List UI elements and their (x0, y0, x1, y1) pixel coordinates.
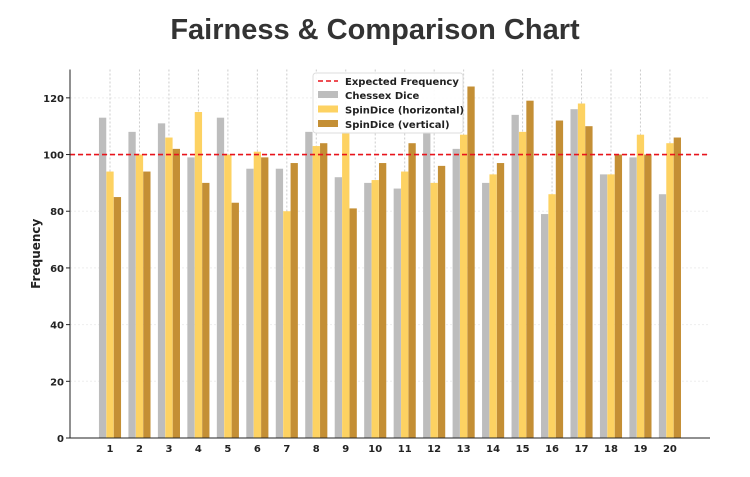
x-tick-label: 2 (136, 444, 143, 455)
bar-chessex-dice-10 (364, 182, 372, 438)
bar-chessex-dice-8 (305, 131, 313, 438)
x-tick-label: 8 (313, 444, 320, 455)
bar-spindice-vertical--18 (614, 154, 623, 439)
bar-spindice-vertical--7 (290, 163, 298, 439)
bar-spindice-vertical--12 (437, 165, 446, 438)
bar-chessex-dice-12 (423, 131, 431, 438)
bar-spindice-vertical--8 (320, 143, 328, 438)
bar-spindice-horizontal--8 (312, 146, 320, 439)
bar-chessex-dice-20 (658, 194, 667, 438)
bar-spindice-horizontal--4 (194, 112, 203, 439)
x-tick-label: 19 (633, 444, 647, 455)
bar-spindice-horizontal--12 (430, 182, 438, 438)
bar-chessex-dice-18 (599, 174, 608, 438)
legend-swatch (318, 120, 338, 127)
bar-spindice-vertical--6 (261, 157, 269, 438)
x-tick-label: 12 (427, 444, 441, 455)
bar-spindice-vertical--16 (555, 120, 564, 439)
x-tick-label: 1 (107, 444, 114, 455)
x-tick-label: 18 (604, 444, 618, 455)
bar-spindice-vertical--5 (231, 202, 239, 438)
x-tick-label: 11 (398, 444, 412, 455)
legend-box (312, 72, 464, 134)
bar-spindice-vertical--14 (496, 163, 505, 439)
bar-spindice-horizontal--18 (607, 174, 615, 438)
x-tick-label: 5 (224, 444, 231, 455)
bar-chessex-dice-7 (275, 168, 284, 438)
legend-label: Chessex Dice (345, 91, 420, 102)
bar-spindice-horizontal--13 (459, 134, 468, 438)
bar-chessex-dice-14 (482, 182, 490, 438)
bar-spindice-horizontal--1 (106, 171, 114, 439)
bar-spindice-horizontal--6 (253, 151, 261, 438)
legend-swatch (318, 105, 338, 113)
bar-spindice-horizontal--16 (548, 194, 556, 438)
bar-chessex-dice-9 (334, 177, 343, 438)
legend-label: Expected Frequency (345, 77, 459, 88)
x-tick-label: 16 (545, 444, 559, 455)
bar-chessex-dice-2 (128, 131, 136, 438)
y-tick-label: 0 (57, 434, 64, 445)
bar-spindice-horizontal--15 (518, 131, 527, 438)
x-tick-label: 13 (457, 444, 471, 455)
x-tick-label: 10 (368, 444, 382, 455)
bar-spindice-horizontal--5 (224, 154, 232, 439)
legend-swatch (318, 91, 338, 98)
y-tick-label: 40 (50, 321, 64, 332)
x-tick-label: 17 (575, 444, 589, 455)
bar-spindice-horizontal--7 (283, 211, 291, 438)
y-tick-label: 120 (43, 94, 64, 105)
x-tick-label: 15 (516, 444, 530, 455)
y-tick-label: 100 (43, 151, 64, 162)
bar-chessex-dice-13 (452, 148, 460, 438)
y-tick-label: 80 (50, 207, 64, 218)
bar-chessex-dice-19 (629, 157, 637, 438)
bar-spindice-horizontal--10 (371, 180, 379, 439)
bar-chessex-dice-5 (216, 117, 225, 438)
x-tick-label: 6 (254, 444, 261, 455)
bar-spindice-horizontal--14 (489, 174, 497, 438)
bar-spindice-horizontal--20 (666, 143, 674, 438)
y-tick-label: 20 (50, 377, 64, 388)
bar-spindice-horizontal--9 (342, 131, 350, 438)
bar-chessex-dice-1 (98, 117, 107, 438)
bar-spindice-vertical--10 (378, 163, 387, 439)
bar-chessex-dice-4 (187, 157, 195, 438)
bar-chessex-dice-6 (246, 168, 254, 438)
x-tick-label: 7 (283, 444, 290, 455)
bar-chessex-dice-17 (570, 109, 578, 438)
bar-spindice-vertical--4 (202, 182, 210, 438)
bar-chessex-dice-15 (511, 114, 519, 438)
bar-spindice-vertical--19 (644, 154, 652, 439)
bar-spindice-vertical--20 (673, 137, 681, 438)
bar-spindice-vertical--2 (143, 171, 151, 439)
bar-spindice-horizontal--3 (165, 137, 173, 438)
x-tick-label: 4 (195, 444, 202, 455)
bar-spindice-vertical--9 (349, 208, 357, 438)
bar-chessex-dice-11 (393, 188, 401, 438)
x-tick-label: 20 (663, 444, 677, 455)
bar-spindice-vertical--11 (408, 143, 416, 438)
chart-title: Fairness & Comparison Chart (170, 14, 580, 46)
bar-spindice-horizontal--19 (636, 134, 645, 438)
bar-chessex-dice-16 (541, 214, 549, 438)
bar-spindice-horizontal--11 (401, 171, 409, 439)
bar-spindice-vertical--15 (526, 100, 534, 438)
bar-spindice-vertical--13 (467, 86, 475, 438)
x-tick-label: 14 (486, 444, 500, 455)
bar-spindice-horizontal--17 (577, 103, 586, 438)
x-tick-label: 3 (165, 444, 172, 455)
bar-spindice-vertical--1 (113, 197, 122, 438)
legend-label: SpinDice (horizontal) (345, 106, 464, 117)
legend-label: SpinDice (vertical) (345, 120, 450, 131)
y-axis-label: Frequency (29, 218, 43, 288)
bar-chessex-dice-3 (157, 123, 166, 438)
bar-spindice-horizontal--2 (135, 154, 144, 439)
bar-spindice-vertical--3 (172, 148, 180, 438)
y-tick-label: 60 (50, 264, 64, 275)
x-tick-label: 9 (342, 444, 349, 455)
bar-spindice-vertical--17 (585, 126, 593, 438)
